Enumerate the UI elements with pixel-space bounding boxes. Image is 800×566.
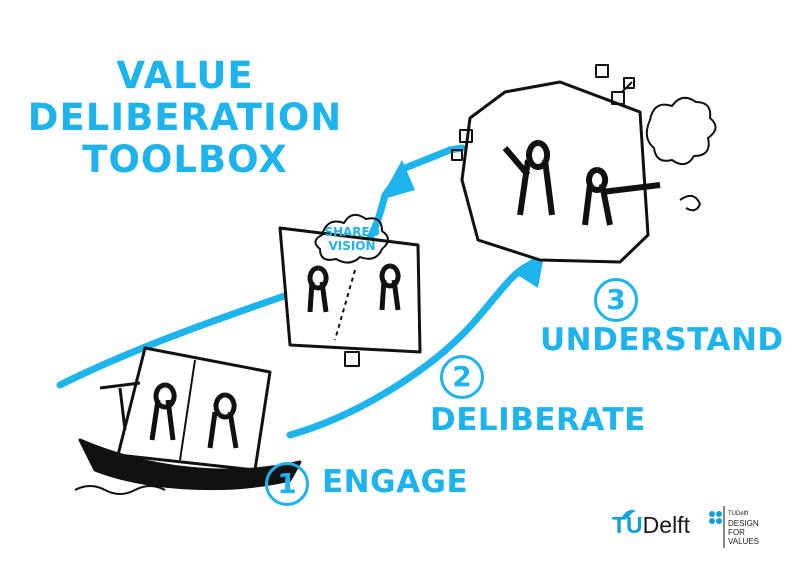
deliberate-person-left	[307, 265, 329, 313]
engage-guide	[99, 381, 141, 431]
understand-panel	[460, 80, 650, 264]
understand-cloud	[645, 96, 717, 166]
understand-scene	[451, 64, 717, 264]
bubble-line-1: SHARED	[324, 225, 380, 239]
dfv-line-2: FOR	[728, 528, 745, 537]
deliberate-person-right	[379, 263, 401, 311]
step-1-label: ENGAGE	[322, 464, 469, 500]
step-3-number: 3	[594, 278, 638, 322]
understand-person-right	[582, 167, 661, 226]
window-icon	[344, 351, 360, 367]
engage-scene	[74, 346, 302, 495]
dfv-line-3: VALUES	[728, 537, 759, 546]
deliberate-scene	[278, 213, 422, 367]
engage-person-left	[149, 382, 177, 441]
bubble-cloud	[314, 213, 389, 264]
understand-swirl	[679, 194, 701, 212]
step-3-label: UNDERSTAND	[540, 322, 784, 358]
understand-person-left	[502, 140, 555, 216]
title-line-3: TOOLBOX	[82, 138, 288, 181]
lower-arrow	[286, 261, 534, 439]
understand-pixels	[451, 64, 635, 161]
engage-divider	[179, 359, 196, 461]
bubble-line-2: VISION	[328, 239, 376, 253]
tudelft-logo-delft: Delft	[642, 512, 690, 538]
step-2-number: 2	[440, 355, 484, 399]
upper-arrowhead	[380, 160, 415, 200]
dfv-small-text: TUDelft	[728, 511, 749, 517]
tudelft-logo-tu: TU	[612, 512, 643, 538]
boat-waves	[74, 485, 166, 495]
dfv-line-1: DESIGN	[728, 519, 759, 528]
design-for-values-icon	[709, 511, 722, 524]
engage-person-right	[207, 392, 239, 449]
title-line-1: VALUE	[116, 54, 254, 97]
design-for-values-logo: TUDelft DESIGN FOR VALUES	[728, 510, 759, 546]
step-1-number: 1	[265, 462, 309, 506]
title-line-2: DELIBERATION	[27, 96, 343, 139]
tudelft-logo: TUDelft	[612, 512, 690, 539]
step-2-label: DELIBERATE	[430, 402, 646, 438]
tudelft-flame-icon	[622, 509, 636, 519]
deliberate-panel	[278, 226, 422, 354]
